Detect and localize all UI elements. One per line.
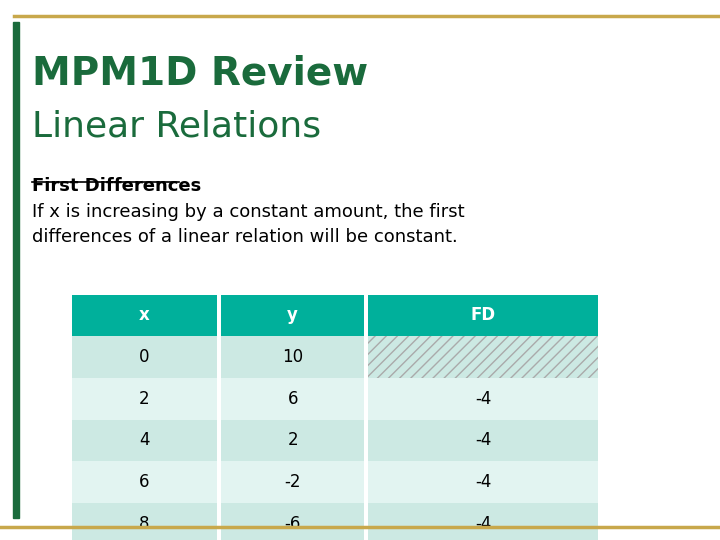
FancyBboxPatch shape [221,503,364,540]
FancyBboxPatch shape [369,461,598,503]
Text: Linear Relations: Linear Relations [32,110,322,144]
FancyBboxPatch shape [72,294,217,336]
Text: -4: -4 [475,431,491,449]
FancyBboxPatch shape [369,420,598,461]
Text: 2: 2 [139,390,150,408]
Text: If x is increasing by a constant amount, the first
differences of a linear relat: If x is increasing by a constant amount,… [32,203,465,246]
Text: FD: FD [470,306,495,325]
Text: 6: 6 [139,473,150,491]
Text: -6: -6 [284,515,301,533]
Text: First Differences: First Differences [32,177,202,195]
FancyBboxPatch shape [369,336,598,378]
Text: -4: -4 [475,473,491,491]
FancyBboxPatch shape [72,420,217,461]
FancyBboxPatch shape [221,420,364,461]
FancyBboxPatch shape [369,503,598,540]
FancyBboxPatch shape [72,378,217,420]
FancyBboxPatch shape [72,503,217,540]
Text: 8: 8 [139,515,150,533]
Text: 0: 0 [139,348,150,366]
Text: 4: 4 [139,431,150,449]
FancyBboxPatch shape [369,294,598,336]
Text: y: y [287,306,298,325]
FancyBboxPatch shape [72,461,217,503]
FancyBboxPatch shape [221,336,364,378]
Text: MPM1D Review: MPM1D Review [32,55,369,93]
Text: -4: -4 [475,390,491,408]
FancyBboxPatch shape [221,461,364,503]
FancyBboxPatch shape [221,378,364,420]
FancyBboxPatch shape [221,294,364,336]
Text: 10: 10 [282,348,303,366]
FancyBboxPatch shape [369,378,598,420]
Text: -4: -4 [475,515,491,533]
Text: 6: 6 [287,390,298,408]
FancyBboxPatch shape [72,336,217,378]
Text: x: x [139,306,150,325]
Text: -2: -2 [284,473,301,491]
Text: 2: 2 [287,431,298,449]
